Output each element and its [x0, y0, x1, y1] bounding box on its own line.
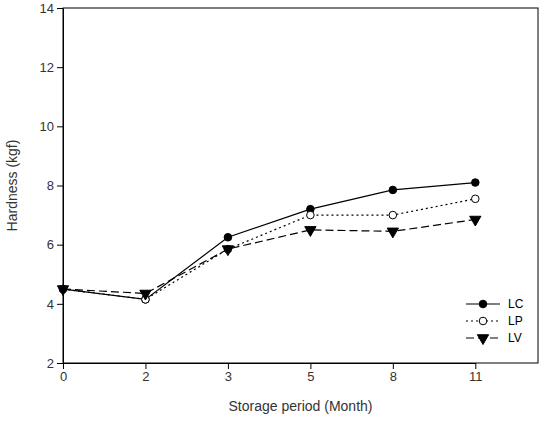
- legend-marker: [479, 317, 487, 325]
- x-tick-mark: [145, 363, 146, 369]
- series-marker: [307, 211, 315, 219]
- x-tick: 8: [390, 363, 397, 384]
- y-tick-label: 8: [47, 178, 54, 193]
- legend-marker: [477, 335, 488, 345]
- legend-label: LV: [508, 331, 522, 345]
- series-marker: [222, 246, 233, 256]
- y-tick-label: 2: [47, 356, 54, 371]
- series-marker: [57, 286, 68, 296]
- y-tick-label: 12: [40, 60, 54, 75]
- legend: LC LP LV: [466, 297, 524, 345]
- x-tick-label: 5: [307, 369, 314, 384]
- x-tick-label: 3: [225, 369, 232, 384]
- legend-item: LC: [466, 297, 524, 311]
- x-tick-label: 2: [142, 369, 149, 384]
- series-marker: [305, 227, 316, 237]
- x-tick-mark: [475, 363, 476, 369]
- series-line: [63, 183, 475, 300]
- x-tick-label: 8: [390, 369, 397, 384]
- x-tick-mark: [63, 363, 64, 369]
- series-line: [63, 199, 475, 300]
- y-tick: 8: [47, 178, 63, 193]
- legend-label: LC: [508, 297, 524, 311]
- y-tick-mark: [57, 304, 63, 305]
- legend-label: LP: [508, 314, 523, 328]
- x-axis: 0 2 3 5 8 11: [60, 363, 483, 384]
- series-marker: [472, 179, 480, 187]
- x-tick-label: 11: [469, 369, 483, 384]
- y-axis: 2 4 6 8 10 12 14: [40, 1, 64, 371]
- x-tick-mark: [310, 363, 311, 369]
- y-tick-mark: [57, 126, 63, 127]
- series-marker: [389, 186, 397, 194]
- x-tick: 0: [60, 363, 67, 384]
- y-tick-label: 4: [47, 296, 54, 311]
- y-tick: 6: [47, 237, 63, 252]
- x-tick-label: 0: [60, 369, 67, 384]
- y-tick-mark: [57, 363, 63, 364]
- chart: 24681012140235811Storage period (Month)H…: [0, 0, 560, 421]
- legend-item: LV: [466, 331, 522, 345]
- y-tick-mark: [57, 8, 63, 9]
- y-tick-label: 14: [40, 1, 54, 16]
- series-marker: [389, 211, 397, 219]
- x-tick: 3: [225, 363, 232, 384]
- x-tick: 11: [469, 363, 483, 384]
- y-tick-mark: [57, 245, 63, 246]
- y-tick: 4: [47, 296, 63, 311]
- y-tick-mark: [57, 186, 63, 187]
- legend-item: LP: [466, 314, 523, 328]
- series-marker: [224, 233, 232, 241]
- x-axis-line: [64, 363, 476, 364]
- x-axis-title: Storage period (Month): [229, 398, 373, 414]
- plot-frame: [63, 8, 538, 363]
- y-axis-title: Hardness (kgf): [4, 140, 20, 232]
- y-tick-label: 6: [47, 237, 54, 252]
- x-tick: 2: [142, 363, 149, 384]
- x-tick-mark: [393, 363, 394, 369]
- series-marker: [470, 216, 481, 226]
- x-tick: 5: [307, 363, 314, 384]
- series-line: [63, 220, 475, 294]
- y-tick-mark: [57, 67, 63, 68]
- y-tick-label: 10: [40, 119, 54, 134]
- series-marker: [140, 290, 151, 300]
- y-tick: 10: [40, 119, 63, 134]
- y-tick: 14: [40, 1, 63, 16]
- plot-area: [57, 179, 481, 303]
- series-marker: [472, 195, 480, 203]
- series-marker: [387, 228, 398, 238]
- y-tick: 12: [40, 60, 63, 75]
- legend-marker: [479, 300, 487, 308]
- y-axis-line: [63, 9, 64, 364]
- x-tick-mark: [228, 363, 229, 369]
